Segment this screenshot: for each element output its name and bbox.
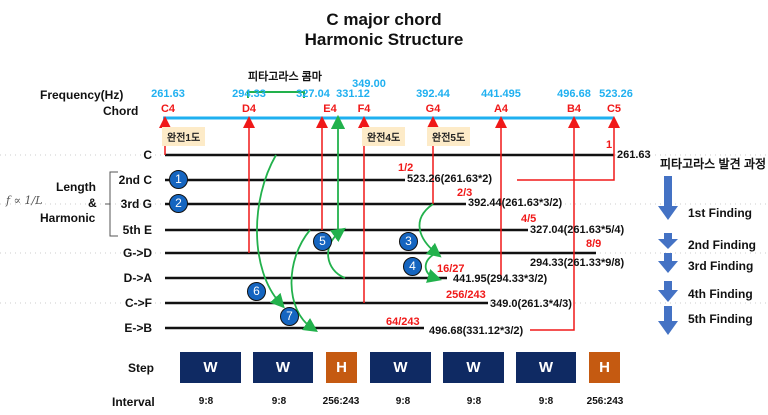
freq: 523.26 (599, 88, 633, 100)
frequency-label: Frequency(Hz) (40, 88, 124, 102)
process-title: 피타고라스 발견 과정 (660, 157, 767, 171)
ratio: 2/3 (457, 187, 473, 199)
chord-label: Chord (103, 104, 139, 118)
step-badge-3: 3 (399, 232, 418, 251)
freq: 294.33 (232, 88, 266, 100)
ratio: 4/5 (521, 213, 537, 225)
finding: 4th Finding (688, 287, 753, 301)
value: 294.33(261.33*9/8) (530, 257, 625, 269)
note: F4 (357, 103, 371, 115)
note: G4 (425, 103, 441, 115)
comma-label: 피타고라스 콤마 (248, 71, 322, 83)
ratio: 1/2 (398, 162, 414, 174)
group-label: & (88, 196, 97, 210)
note: E4 (323, 103, 337, 115)
string-label: C (143, 148, 152, 162)
step-box: W (253, 352, 313, 383)
ratio: 64/243 (386, 316, 420, 328)
freq: 441.495 (481, 88, 521, 100)
freq: 349.00 (352, 78, 386, 90)
ratio: 1 (606, 139, 613, 151)
note: A4 (493, 103, 509, 115)
step-box: H (326, 352, 357, 383)
string-label: G->D (122, 246, 152, 260)
finding-arrows (658, 176, 678, 335)
group-label: Length (56, 180, 96, 194)
finding: 1st Finding (688, 206, 752, 220)
tag-fifth: 완전5도 (427, 127, 471, 146)
ratio: 16/27 (437, 263, 465, 275)
value: 261.63 (617, 149, 651, 161)
finding: 5th Finding (688, 312, 753, 326)
step-badge-1: 1 (169, 170, 188, 189)
finding: 3rd Finding (688, 259, 754, 273)
step-label: Step (128, 361, 155, 375)
value: 349.0(261.3*4/3) (490, 298, 572, 310)
interval: 9:8 (538, 396, 554, 407)
freq: 327.04 (296, 88, 330, 100)
note: C4 (160, 103, 176, 115)
interval: 256:243 (322, 396, 360, 407)
step-box: H (589, 352, 620, 383)
freq: 261.63 (151, 88, 185, 100)
string-label: C->F (125, 296, 152, 310)
step-box: W (516, 352, 576, 383)
title: C major chord (326, 10, 442, 29)
step-badge-5: 5 (313, 232, 332, 251)
step-badge-4: 4 (403, 257, 422, 276)
value: 496.68(331.12*3/2) (429, 325, 524, 337)
group-label: Harmonic (40, 211, 96, 225)
tag-unison: 완전1도 (162, 127, 206, 146)
finding: 2nd Finding (688, 238, 756, 252)
formula: f ∝ 1/L (6, 194, 43, 207)
ratio: 256/243 (446, 289, 486, 301)
tag-fourth: 완전4도 (362, 127, 406, 146)
value: 392.44(261.63*3/2) (468, 197, 563, 209)
string-label: 2nd C (118, 173, 152, 187)
note: D4 (241, 103, 257, 115)
interval: 9:8 (271, 396, 287, 407)
string-label: D->A (123, 271, 152, 285)
note: B4 (566, 103, 582, 115)
step-badge-6: 6 (247, 282, 266, 301)
step-box: W (180, 352, 241, 383)
step-box: W (443, 352, 504, 383)
interval-label: Interval (112, 395, 155, 409)
string-label: E->B (124, 321, 152, 335)
step-badge-2: 2 (169, 194, 188, 213)
freq: 331.12 (336, 88, 370, 100)
ratio: 8/9 (586, 238, 602, 250)
comma-bracket (247, 91, 305, 98)
freq: 392.44 (416, 88, 450, 100)
interval: 9:8 (466, 396, 482, 407)
freq: 496.68 (557, 88, 591, 100)
subtitle: Harmonic Structure (304, 30, 464, 49)
step-badge-7: 7 (280, 307, 299, 326)
step-box: W (370, 352, 431, 383)
string-label: 3rd G (120, 197, 152, 211)
string-label: 5th E (122, 223, 152, 237)
value: 441.95(294.33*3/2) (453, 273, 548, 285)
interval: 9:8 (198, 396, 214, 407)
interval: 256:243 (586, 396, 624, 407)
interval: 9:8 (395, 396, 411, 407)
note: C5 (606, 103, 622, 115)
value: 523.26(261.63*2) (407, 173, 493, 185)
value: 327.04(261.63*5/4) (530, 224, 625, 236)
